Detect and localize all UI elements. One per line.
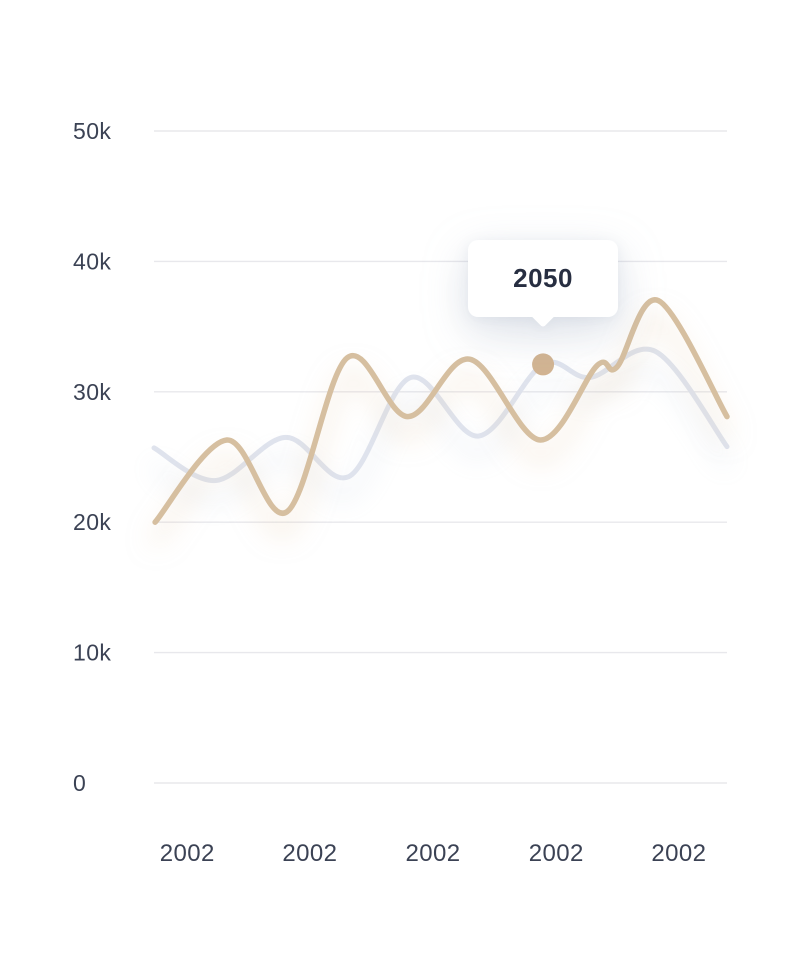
- tooltip-box: 2050: [468, 240, 619, 318]
- y-axis-label: 30k: [73, 379, 111, 405]
- x-axis-label: 2002: [282, 840, 337, 867]
- tooltip: 2050: [468, 240, 619, 329]
- series-line-primary: [152, 297, 730, 525]
- y-axis-label: 50k: [73, 118, 111, 144]
- hover-dot[interactable]: [532, 353, 555, 376]
- x-axis-label: 2002: [406, 840, 461, 867]
- tooltip-label: 2050: [513, 263, 573, 294]
- x-axis-label: 2002: [529, 840, 584, 867]
- x-axis-label: 2002: [651, 840, 706, 867]
- x-axis-label: 2002: [160, 840, 215, 867]
- y-axis-label: 40k: [73, 248, 111, 274]
- y-axis-label: 20k: [73, 509, 111, 535]
- series-line-secondary: [151, 346, 730, 483]
- y-axis-label: 0: [73, 770, 86, 796]
- y-axis-label: 10k: [73, 640, 111, 666]
